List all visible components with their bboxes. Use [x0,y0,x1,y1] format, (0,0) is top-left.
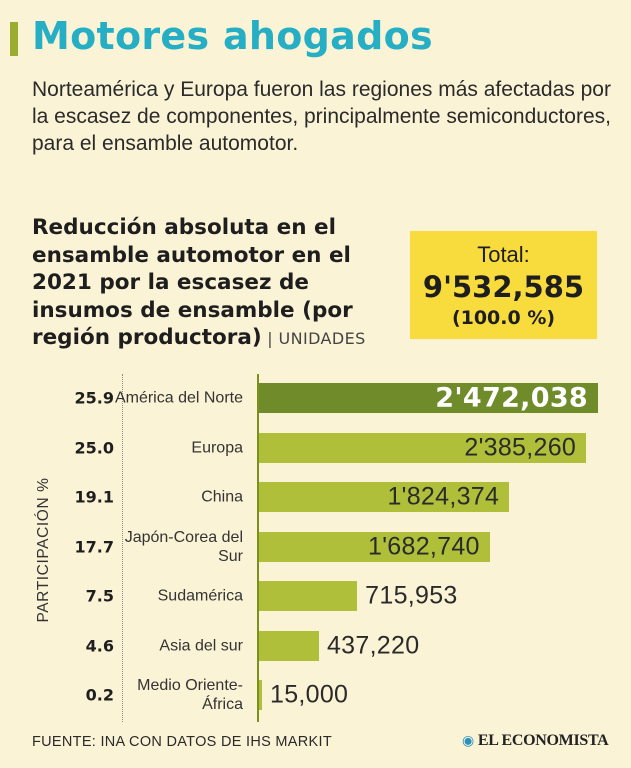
share-value: 19.1 [74,487,114,507]
share-value: 0.2 [85,685,114,705]
bar-value-label: 2'472,038 [435,382,588,414]
share-value: 17.7 [74,537,114,556]
chart-heading-text: Reducción absoluta en el ensamble automo… [32,215,353,350]
bar [259,383,598,413]
region-label: Sudamérica [157,587,243,605]
chart-heading-units: UNIDADES [278,329,366,348]
bar [259,482,510,512]
bar-value-label: 1'824,374 [387,482,500,511]
chart-heading-separator: | [261,329,279,348]
brand-name: EL ECONOMISTA [477,732,609,749]
region-label: Japón-Corea del Sur [124,528,243,565]
share-value: 7.5 [85,586,114,606]
brand-logo: ◉ EL ECONOMISTA [462,732,609,750]
bar [259,531,490,562]
total-box: Total: 9'532,585 (100.0 %) [410,231,597,339]
bar-value-label: 715,953 [365,581,458,610]
bar-value-label: 1'682,740 [368,532,480,560]
bar-value-label: 15,000 [270,680,349,709]
bar-value-label: 2'385,260 [464,433,577,461]
total-percent: (100.0 %) [451,307,556,329]
source-note: FUENTE: INA CON DATOS DE IHS MARKIT [32,734,332,750]
chart-heading: Reducción absoluta en el ensamble automo… [32,214,402,353]
title-accent-bar [10,22,18,56]
total-label: Total: [477,242,530,267]
page-title: Motores ahogados [32,14,433,58]
bar [259,630,319,661]
region-label: China [201,488,243,506]
region-label: América del Norte [114,389,243,407]
region-label: Europa [191,439,243,456]
total-value: 9'532,585 [422,270,585,304]
share-value: 4.6 [85,636,114,655]
share-axis-title: PARTICIPACIÓN % [35,477,52,623]
bar [259,680,262,710]
bar [259,432,587,463]
share-value: 25.9 [74,388,114,408]
share-value: 25.0 [74,438,114,457]
region-label: Asia del sur [159,637,243,654]
bar-axis-line [257,374,259,722]
page-subtitle: Norteamérica y Europa fueron las regione… [32,78,611,155]
bar [259,581,358,611]
share-divider [122,374,123,722]
bar-value-label: 437,220 [326,631,420,659]
region-label: Medio Oriente-África [137,677,243,713]
globe-icon: ◉ [462,734,474,749]
